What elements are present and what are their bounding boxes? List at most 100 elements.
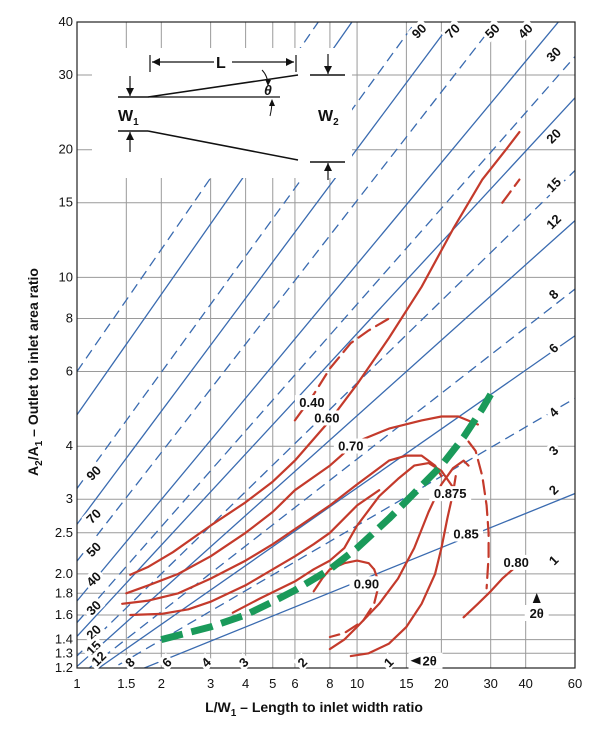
- two-theta-label: 2θ: [530, 606, 544, 621]
- inset-theta-arrowhead-top: [265, 79, 271, 86]
- angle-label-group: 20: [81, 619, 106, 644]
- contour-label: 0.40: [299, 395, 324, 410]
- y-tick-label: 1.3: [55, 645, 73, 660]
- y-title-mid: /A: [25, 446, 41, 460]
- y-tick-label: 10: [59, 269, 73, 284]
- contour-curve: [462, 568, 514, 619]
- y-title-rest: – Outlet to inlet area ratio: [25, 268, 41, 441]
- x-tick-label: 1: [73, 676, 80, 691]
- x-tick-label: 2: [158, 676, 165, 691]
- angle-label-bg: [292, 652, 312, 672]
- angle-label-bg: [512, 18, 537, 43]
- angle-label-bg: [86, 646, 111, 671]
- inset-label-W1: W1: [118, 108, 139, 128]
- angle-line: [77, 22, 320, 372]
- contour-curve: [125, 415, 479, 595]
- angle-line: [88, 288, 575, 668]
- contour-curve: [129, 489, 381, 617]
- contour-label-bg: [499, 554, 534, 570]
- y-axis-title: A2/A1 – Outlet to inlet area ratio: [25, 268, 45, 476]
- angle-label-group: 12: [86, 646, 111, 671]
- angle-label-bg: [81, 635, 106, 660]
- angle-label-group: 90: [81, 460, 106, 485]
- angle-line: [111, 397, 575, 668]
- angle-label: 90: [83, 463, 104, 484]
- x-tick-label: 1.5: [117, 676, 135, 691]
- plot-border: [76, 21, 576, 669]
- angle-label-bg: [81, 503, 106, 528]
- angle-label-group: 50: [81, 537, 106, 562]
- angle-label-group: 2: [292, 652, 312, 672]
- angle-label-bg: [120, 652, 139, 672]
- angle-label-group: 6: [157, 652, 176, 672]
- two-theta-bg: [408, 652, 443, 669]
- angle-label-group: 40: [512, 18, 537, 43]
- x-tick-label: 4: [242, 676, 249, 691]
- y-tick-label: 6: [66, 363, 73, 378]
- angle-label: 15: [543, 174, 564, 195]
- angle-label-group: 40: [81, 566, 106, 591]
- y-tick-label: 15: [59, 195, 73, 210]
- x-tick-label: 3: [207, 676, 214, 691]
- tick-labels: 1 1.5 2 3 4 5 6 8 10 15 20 30 40 601.21.31.41.61.82.0…: [55, 14, 582, 691]
- contour-label-bg: [449, 526, 484, 542]
- diffuser-inset-diagram: L W1 W2 θ: [92, 48, 352, 180]
- y-tick-label: 30: [59, 67, 73, 82]
- angle-label-group: 50: [479, 18, 505, 43]
- x-axis-title: L/W1 – Length to inlet width ratio: [205, 699, 423, 719]
- angle-label-group: 30: [81, 595, 106, 620]
- angle-label-bg: [406, 18, 431, 43]
- y-tick-label: 40: [59, 14, 73, 29]
- angle-line: [142, 492, 575, 668]
- contour-label: 0.70: [338, 439, 363, 454]
- y-tick-label: 1.2: [55, 660, 73, 675]
- angle-label-bg: [541, 209, 566, 234]
- angle-label-group: 90: [406, 18, 431, 43]
- contour-curve: [121, 454, 443, 605]
- angle-label-group: 3: [544, 440, 563, 460]
- x-tick-label: 10: [350, 676, 364, 691]
- angle-line: [77, 56, 575, 623]
- angle-label: 50: [83, 539, 104, 560]
- y-tick-label: 1.4: [55, 632, 73, 647]
- y-tick-label: 1.6: [55, 607, 73, 622]
- angle-label: 40: [515, 21, 536, 42]
- inset-l-arrowhead-right: [286, 58, 294, 66]
- optimum-curve: [160, 392, 494, 643]
- two-theta-bg: [524, 605, 549, 622]
- angle-label-group: 2: [544, 480, 563, 499]
- angle-label-group: 1: [544, 550, 563, 570]
- contour-curve: [312, 559, 376, 593]
- x-tick-label: 40: [518, 676, 532, 691]
- angle-label: 12: [543, 211, 564, 232]
- two-theta-label: 2θ: [422, 654, 436, 669]
- inset-w1-arrowhead-bottom: [126, 132, 134, 140]
- inset-w1-arrowhead-top: [126, 88, 134, 96]
- angle-label-bg: [544, 440, 563, 460]
- x-tick-label: 6: [291, 676, 298, 691]
- x-title-rest: – Length to inlet width ratio: [236, 699, 423, 715]
- angle-line: [97, 335, 575, 668]
- x-tick-label: 8: [326, 676, 333, 691]
- angle-label-bg: [544, 402, 563, 422]
- y-tick-label: 2.0: [55, 566, 73, 581]
- angle-label-group: 12: [541, 209, 566, 234]
- angle-label-bg: [81, 619, 106, 644]
- contour-label-bg: [333, 438, 368, 454]
- x-title-sub: 1: [231, 708, 237, 719]
- inset-theta-arrowhead-bottom: [269, 99, 275, 106]
- contour-curve: [501, 178, 521, 204]
- contour-label: 0.85: [453, 527, 478, 542]
- angle-label-group: 8: [120, 652, 139, 672]
- inset-background: [92, 48, 352, 178]
- angle-label-group: 1: [379, 652, 398, 672]
- contour-label-bg: [309, 410, 344, 426]
- x-tick-label: 30: [483, 676, 497, 691]
- y-tick-label: 20: [59, 142, 73, 157]
- angle-label-bg: [81, 460, 106, 485]
- angle-label-group: 6: [544, 338, 563, 357]
- angle-line: [77, 97, 575, 637]
- contour-curve: [467, 440, 490, 590]
- y-tick-label: 3: [66, 491, 73, 506]
- inset-label-theta: θ: [264, 82, 272, 98]
